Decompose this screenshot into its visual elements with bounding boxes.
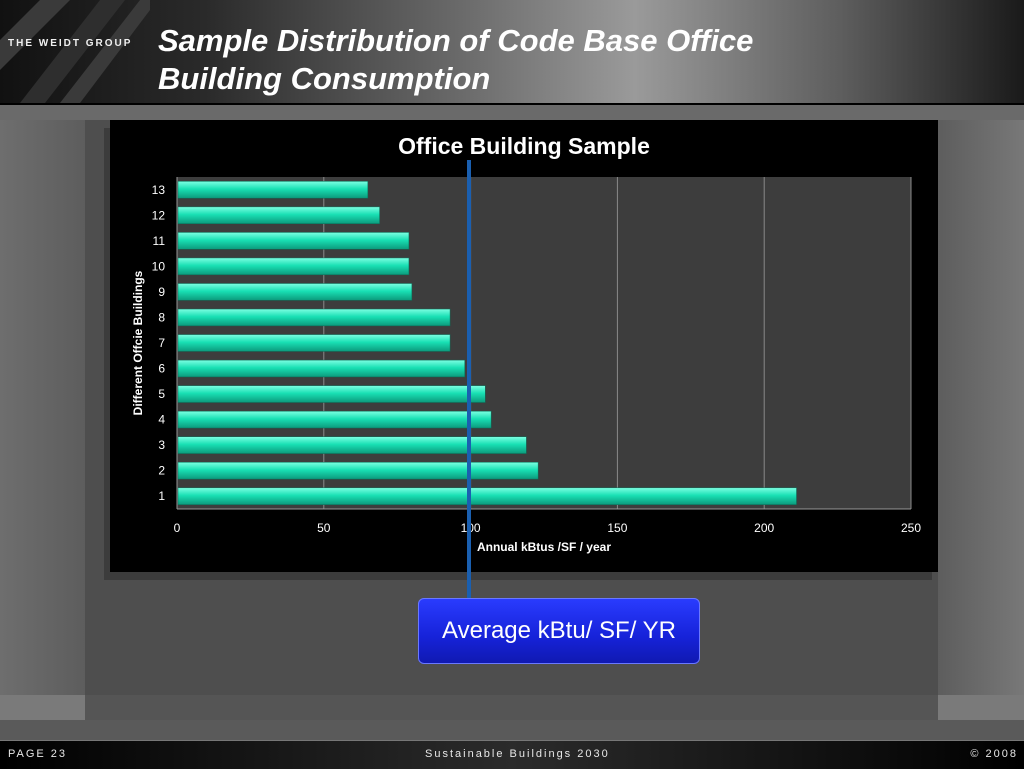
- slide-footer: PAGE 23 Sustainable Buildings 2030 © 200…: [0, 740, 1024, 769]
- bar: [177, 308, 451, 327]
- background-band: [0, 105, 1024, 120]
- company-logo: THE WEIDT GROUP: [8, 38, 133, 49]
- x-tick-label: 200: [754, 521, 774, 535]
- y-tick-label: 10: [152, 259, 166, 273]
- copyright: © 2008: [970, 748, 1018, 760]
- x-axis-label: Annual kBtus /SF / year: [477, 540, 611, 554]
- bar: [177, 206, 380, 224]
- chart-container: 05010015020025012345678910111213Annual k…: [110, 120, 938, 572]
- footer-series: Sustainable Buildings 2030: [425, 748, 610, 760]
- y-tick-label: 2: [158, 464, 165, 478]
- x-tick-label: 50: [317, 521, 331, 535]
- x-tick-label: 150: [607, 521, 627, 535]
- bar: [177, 436, 527, 454]
- background-bottom-inner: [85, 695, 938, 720]
- slide-header: THE WEIDT GROUP Sample Distribution of C…: [0, 0, 1024, 105]
- bar: [177, 359, 465, 378]
- bar: [177, 385, 486, 403]
- average-marker-line: [467, 160, 471, 600]
- bar: [177, 181, 369, 199]
- page-number: PAGE 23: [8, 748, 68, 760]
- y-tick-label: 4: [158, 413, 165, 427]
- x-tick-label: 250: [901, 521, 921, 535]
- y-tick-label: 7: [158, 336, 165, 350]
- slide-title: Sample Distribution of Code Base Office …: [158, 23, 754, 96]
- x-tick-label: 0: [174, 521, 181, 535]
- y-tick-label: 12: [152, 208, 166, 222]
- average-callout: Average kBtu/ SF/ YR: [418, 598, 700, 664]
- bar: [177, 283, 413, 301]
- y-axis-label: Different Offcie Buildings: [131, 270, 145, 415]
- bar: [177, 232, 410, 250]
- chart-title: Office Building Sample: [398, 133, 650, 159]
- y-tick-label: 6: [158, 362, 165, 376]
- bar-chart: 05010015020025012345678910111213Annual k…: [131, 177, 921, 554]
- bar: [177, 487, 797, 505]
- y-tick-label: 11: [153, 234, 166, 248]
- bar: [177, 462, 539, 480]
- y-tick-label: 3: [158, 438, 165, 452]
- bar: [177, 410, 492, 429]
- y-tick-label: 5: [158, 387, 165, 401]
- y-tick-label: 13: [152, 183, 166, 197]
- background-right-panel: [938, 120, 1024, 720]
- background-left-panel: [0, 120, 85, 720]
- y-tick-label: 9: [158, 285, 165, 299]
- y-tick-label: 1: [158, 489, 165, 503]
- bar: [177, 334, 451, 352]
- logo-stripes: [0, 0, 150, 103]
- bar: [177, 257, 410, 276]
- y-tick-label: 8: [158, 310, 165, 324]
